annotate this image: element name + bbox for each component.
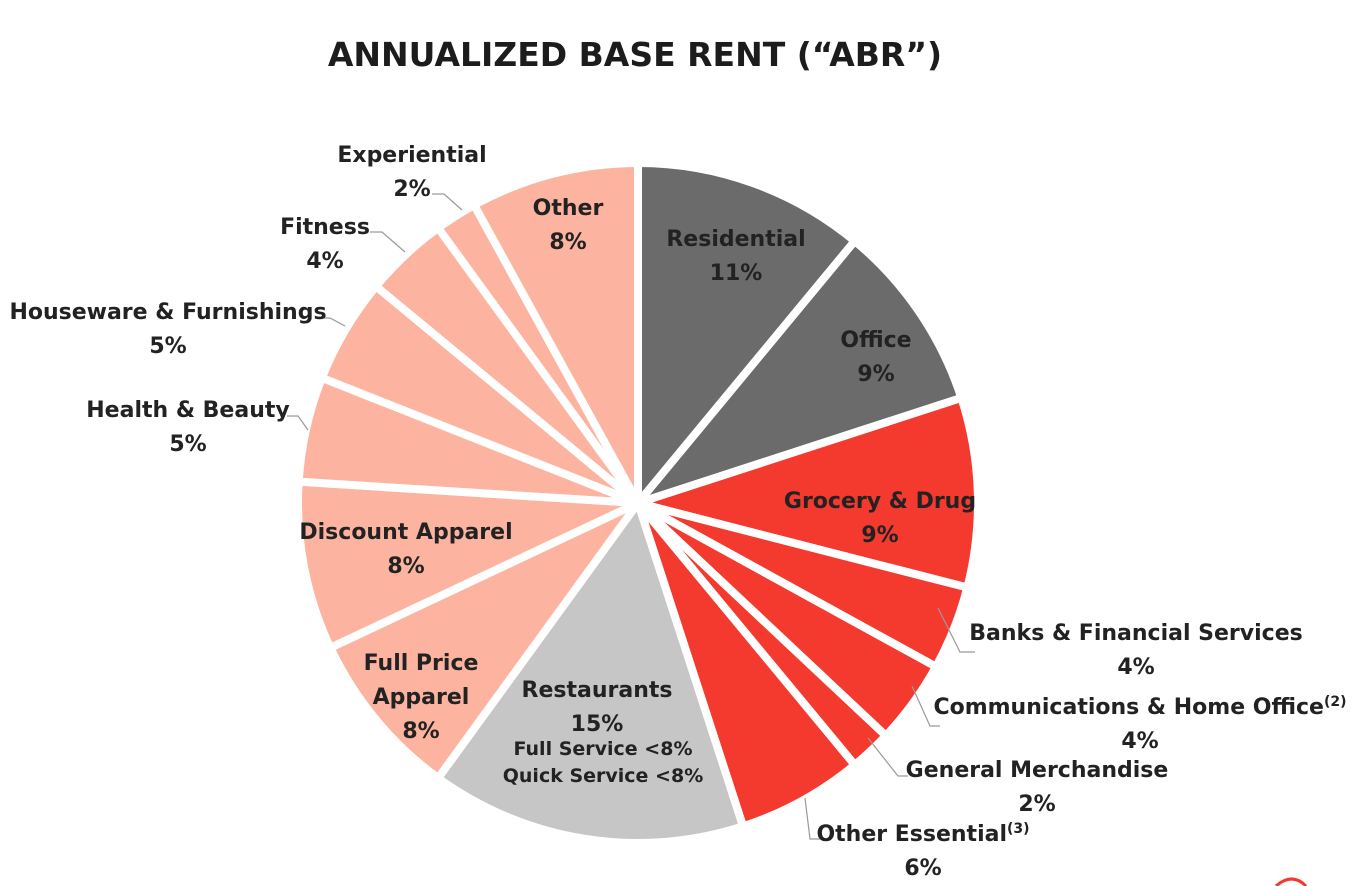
leader-line-fitness (370, 231, 406, 253)
label-health-and-beauty: Health & Beauty 5% (86, 398, 289, 457)
leader-lines (287, 193, 975, 840)
footnote-other-essential: (3) (1007, 821, 1030, 837)
label-name-grocery-and-drug: Grocery & Drug (784, 489, 976, 514)
label-houseware-and-furnishings: Houseware & Furnishings 5% (9, 300, 326, 359)
leader-line-general-merchandise (867, 737, 908, 777)
label-value-residential: 11% (710, 261, 763, 286)
label-restaurants: Restaurants 15%Full Service <8% Quick Serv… (503, 678, 703, 787)
label-name-office: Office (840, 328, 911, 353)
label-grocery-and-drug: Grocery & Drug 9% (784, 489, 976, 548)
label-experiential: Experiential 2% (337, 143, 486, 202)
leader-line-experiential (432, 193, 463, 211)
label-full-price-apparel: Full Price Apparel 8% (364, 651, 479, 744)
label-value-full-price-apparel: 8% (402, 719, 439, 744)
label-value-office: 9% (857, 362, 894, 387)
label-value-restaurants: 15% (571, 712, 624, 737)
label-name-experiential: Experiential (337, 143, 486, 168)
chart-title: ANNUALIZED BASE RENT (“ABR”) (328, 35, 942, 74)
slice-discount-apparel (294, 477, 642, 652)
label-sub-restaurants-1: Full Service <8% (514, 738, 693, 760)
label-name-restaurants: Restaurants (522, 678, 673, 703)
leader-line-communications-and-home-office (911, 685, 940, 727)
label-residential: Residential 11% (666, 227, 805, 286)
label-name-houseware-and-furnishings: Houseware & Furnishings (9, 300, 326, 325)
pie-slices (294, 159, 982, 848)
slice-grocery-and-drug (634, 393, 982, 592)
label-value-other-essential: 6% (904, 856, 941, 881)
slice-restaurants (434, 499, 748, 848)
label-value-discount-apparel: 8% (387, 554, 424, 579)
label-value-other: 8% (549, 230, 586, 255)
label-name-residential: Residential (666, 227, 805, 252)
label-value-grocery-and-drug: 9% (861, 523, 898, 548)
slice-full-price-apparel (326, 499, 642, 783)
slice-office (634, 237, 966, 507)
slice-residential (634, 159, 859, 507)
label-value-experiential: 2% (393, 177, 430, 202)
label-value-general-merchandise: 2% (1018, 792, 1055, 817)
label-office: Office 9% (840, 328, 911, 387)
label-communications-and-home-office: Communications & Home Office(2) 4% (933, 694, 1346, 754)
slice-labels: Residential 11% Office 9% Grocery & Drug 9% Ba… (9, 143, 1346, 881)
label-value-health-and-beauty: 5% (169, 432, 206, 457)
label-general-merchandise: General Merchandise 2% (906, 758, 1169, 817)
label-name-full-price-apparel-2: Apparel (373, 685, 470, 710)
label-name-full-price-apparel-1: Full Price (364, 651, 479, 676)
label-name-general-merchandise: General Merchandise (906, 758, 1169, 783)
label-sub-restaurants-2: Quick Service <8% (503, 765, 703, 787)
corner-logo-mark (1275, 877, 1308, 886)
label-value-houseware-and-furnishings: 5% (149, 334, 186, 359)
label-name-health-and-beauty: Health & Beauty (86, 398, 289, 423)
footnote-communications-and-home-office: (2) (1324, 694, 1347, 710)
label-name-other-essential: Other Essential(3) (816, 821, 1029, 847)
label-discount-apparel: Discount Apparel 8% (299, 520, 512, 579)
label-other-essential: Other Essential(3) 6% (816, 821, 1029, 881)
slice-other (470, 159, 642, 507)
leader-line-other-essential (804, 797, 820, 840)
label-value-communications-and-home-office: 4% (1121, 729, 1158, 754)
label-banks-and-financial-services: Banks & Financial Services 4% (969, 621, 1302, 680)
leader-line-houseware-and-furnishings (318, 317, 346, 327)
label-value-banks-and-financial-services: 4% (1117, 655, 1154, 680)
leader-line-health-and-beauty (287, 415, 309, 431)
label-other: Other 8% (533, 196, 604, 255)
label-value-fitness: 4% (306, 249, 343, 274)
label-fitness: Fitness 4% (280, 215, 370, 274)
label-name-fitness: Fitness (280, 215, 370, 240)
label-name-other: Other (533, 196, 604, 221)
label-name-communications-and-home-office: Communications & Home Office(2) (933, 694, 1346, 720)
label-name-banks-and-financial-services: Banks & Financial Services (969, 621, 1302, 646)
leader-line-banks-and-financial-services (937, 607, 975, 653)
label-name-discount-apparel: Discount Apparel (299, 520, 512, 545)
